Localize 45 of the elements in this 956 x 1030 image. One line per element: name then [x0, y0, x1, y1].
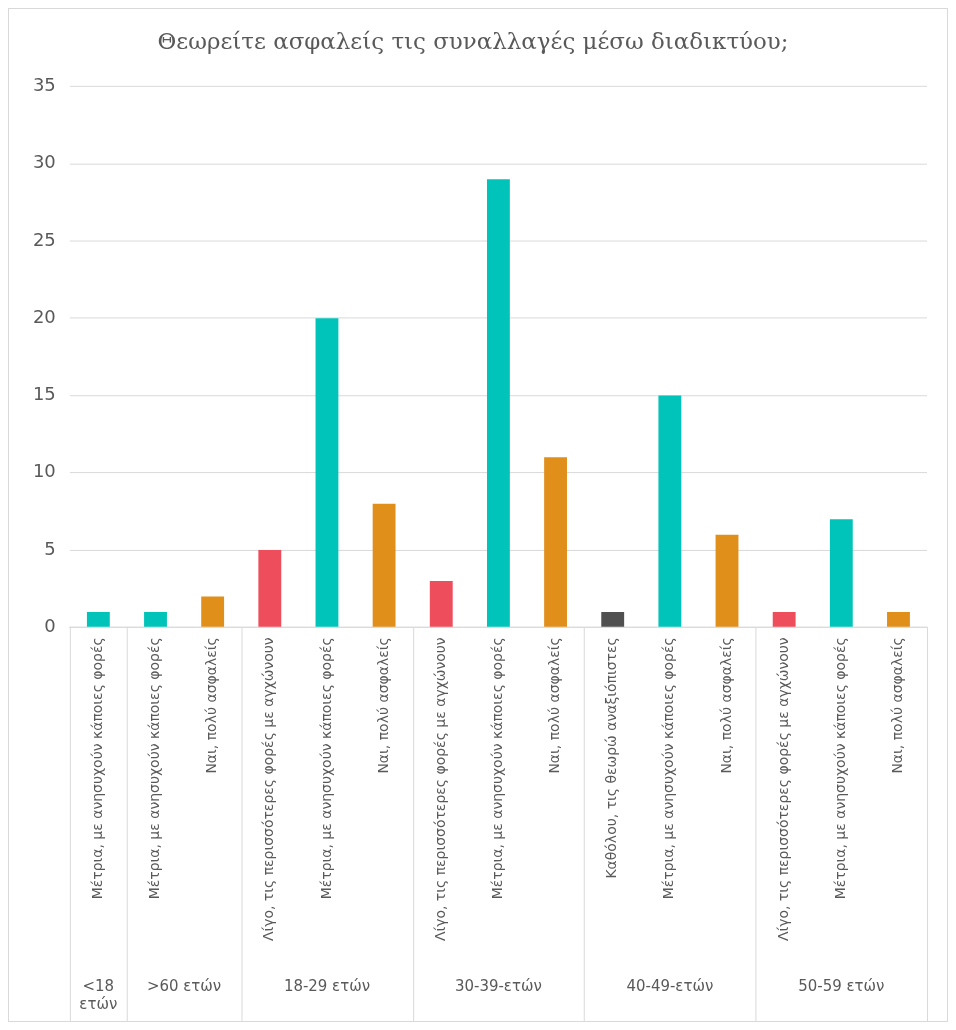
x-tick-label: Καθόλου, τις θεωρώ αναξιόπιστες: [603, 637, 620, 879]
x-tick-label: Ναι, πολύ ασφαλείς: [374, 637, 391, 774]
bar: [258, 550, 282, 627]
y-tick-label: 25: [32, 228, 56, 250]
y-tick-label: 0: [44, 615, 56, 637]
x-tick-label: Μέτρια, με ανησυχούν κάποιες φορές: [831, 637, 848, 900]
text: <18 ετών: [79, 976, 118, 1013]
bar: [372, 503, 396, 627]
x-tick-label: Λίγο, τις περισσότερες φορές με αγχώνουν: [431, 637, 448, 942]
bar: [86, 611, 110, 627]
bar: [486, 179, 510, 627]
text: 30-39-ετών: [455, 976, 542, 995]
x-tick-label: Ναι, πολύ ασφαλείς: [546, 637, 563, 774]
bar: [829, 519, 853, 627]
bar: [544, 457, 567, 627]
x-tick-label: Μέτρια, με ανησυχούν κάποιες φορές: [88, 637, 105, 900]
x-tick-label: Λίγο, τις περισσότερες φορές με αγχώνουν: [774, 637, 791, 942]
bar: [315, 318, 339, 627]
y-tick-label: 15: [32, 383, 56, 405]
bar: [429, 580, 453, 627]
bar: [601, 611, 625, 627]
x-tick-label: Μέτρια, με ανησυχούν κάποιες φορές: [489, 637, 506, 900]
bar: [772, 611, 796, 627]
y-tick-label: 5: [44, 537, 56, 559]
text: 50-59 ετών: [798, 976, 885, 995]
bar: [144, 611, 167, 627]
x-tick-label: Λίγο, τις περισσότερες φορές με αγχώνουν: [260, 637, 277, 942]
y-tick-label: 10: [32, 460, 56, 482]
text: 18-29 ετών: [283, 976, 371, 995]
text: >60 ετών: [146, 976, 222, 995]
x-tick-label: Ναι, πολύ ασφαλείς: [203, 637, 220, 774]
x-tick-label: Μέτρια, με ανησυχούν κάποιες φορές: [660, 637, 677, 900]
text: 40-49-ετών: [626, 976, 714, 995]
x-tick-label: Μέτρια, με ανησυχούν κάποιες φορές: [146, 637, 163, 900]
x-tick-label: Ναι, πολύ ασφαλείς: [717, 637, 734, 774]
x-tick-label: Ναι, πολύ ασφαλείς: [889, 637, 906, 774]
bar: [201, 596, 225, 627]
chart-title: Θεωρείτε ασφαλείς τις συναλλαγές μέσω διαδικτύου;: [157, 27, 789, 54]
bar: [887, 611, 910, 627]
x-tick-label: Μέτρια, με ανησυχούν κάποιες φορές: [317, 637, 334, 900]
y-tick-label: 30: [32, 151, 56, 173]
bar: [658, 395, 682, 627]
y-tick-label: 20: [32, 305, 56, 327]
y-tick-label: 35: [32, 74, 56, 96]
bar: [715, 534, 739, 627]
